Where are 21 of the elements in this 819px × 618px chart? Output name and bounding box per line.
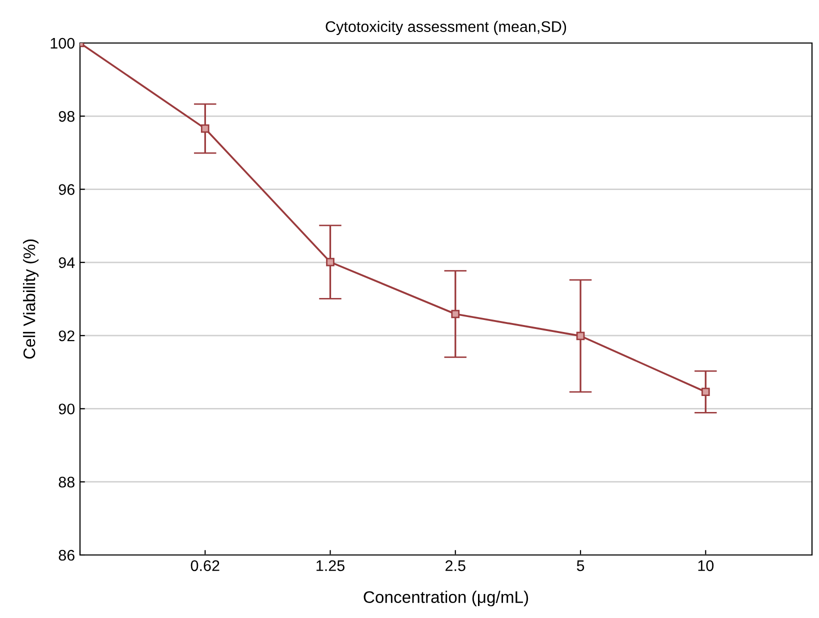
x-tick-label: 5 <box>576 560 584 572</box>
point <box>701 388 710 396</box>
y-tick-label: 94 <box>58 257 75 268</box>
x-axis-title: Concentration (μg/mL) <box>364 590 528 606</box>
y-axis-title: Cell Viability (%) <box>23 240 39 359</box>
point <box>576 332 585 340</box>
x-tick-label: 0.62 <box>190 560 220 572</box>
chart-title: Cytotoxicity assessment (mean,SD) <box>326 20 566 36</box>
x-tick-label: 2.5 <box>446 560 466 572</box>
y-tick-label: 92 <box>58 330 74 342</box>
point <box>200 124 210 133</box>
point <box>451 310 460 318</box>
y-tick-label: 100 <box>50 38 75 49</box>
point <box>326 258 334 266</box>
y-tick-label: 88 <box>58 476 74 488</box>
x-tick-label: 1.25 <box>316 560 344 572</box>
y-tick-label: 86 <box>58 550 74 561</box>
y-tick-label: 90 <box>58 404 75 414</box>
y-tick-label: 98 <box>58 111 74 122</box>
y-tick-label: 96 <box>58 184 74 195</box>
x-tick-label: 10 <box>698 560 714 572</box>
